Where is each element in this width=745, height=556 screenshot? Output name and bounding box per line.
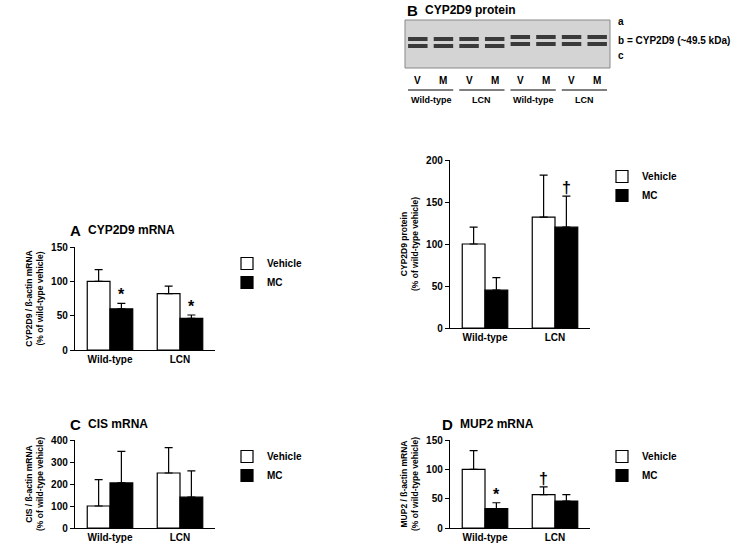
svg-text:LCN: LCN bbox=[472, 95, 491, 105]
svg-text:M: M bbox=[491, 75, 499, 86]
svg-text:CYP2D9 / ß-actin mRNA(% of wil: CYP2D9 / ß-actin mRNA(% of wild-type veh… bbox=[24, 250, 45, 346]
svg-text:b = CYP2D9 (~49.5 kDa): b = CYP2D9 (~49.5 kDa) bbox=[618, 35, 730, 46]
svg-text:*: * bbox=[118, 286, 125, 303]
svg-text:400: 400 bbox=[51, 435, 68, 446]
svg-text:200: 200 bbox=[426, 155, 443, 166]
svg-text:V: V bbox=[414, 75, 421, 86]
svg-text:100: 100 bbox=[51, 501, 68, 512]
svg-text:Wild-type: Wild-type bbox=[88, 354, 133, 365]
svg-text:B: B bbox=[407, 2, 418, 19]
svg-text:C: C bbox=[70, 416, 81, 433]
svg-text:300: 300 bbox=[51, 457, 68, 468]
svg-text:Wild-type: Wild-type bbox=[411, 95, 451, 105]
svg-text:Vehicle: Vehicle bbox=[642, 451, 677, 462]
svg-text:0: 0 bbox=[437, 523, 443, 534]
svg-text:50: 50 bbox=[432, 281, 444, 292]
svg-text:Wild-type: Wild-type bbox=[463, 332, 508, 343]
svg-text:CYP2D9 protein(% of wild-type: CYP2D9 protein(% of wild-type vehicle) bbox=[399, 197, 420, 291]
svg-text:MC: MC bbox=[642, 190, 658, 201]
svg-text:Wild-type: Wild-type bbox=[513, 95, 553, 105]
svg-text:†: † bbox=[562, 179, 571, 196]
svg-text:Wild-type: Wild-type bbox=[463, 532, 508, 543]
svg-text:Vehicle: Vehicle bbox=[267, 451, 302, 462]
svg-text:0: 0 bbox=[62, 523, 68, 534]
svg-text:M: M bbox=[593, 75, 601, 86]
svg-text:†: † bbox=[539, 470, 548, 487]
svg-text:V: V bbox=[466, 75, 473, 86]
svg-text:Vehicle: Vehicle bbox=[642, 171, 677, 182]
svg-text:D: D bbox=[442, 416, 453, 433]
svg-text:M: M bbox=[542, 75, 550, 86]
svg-text:150: 150 bbox=[426, 435, 443, 446]
svg-text:LCN: LCN bbox=[170, 532, 191, 543]
svg-text:MC: MC bbox=[642, 470, 658, 481]
svg-text:100: 100 bbox=[51, 276, 68, 287]
svg-text:LCN: LCN bbox=[170, 354, 191, 365]
svg-text:V: V bbox=[517, 75, 524, 86]
svg-text:MC: MC bbox=[267, 277, 283, 288]
svg-text:0: 0 bbox=[62, 345, 68, 356]
svg-text:M: M bbox=[439, 75, 447, 86]
svg-text:200: 200 bbox=[51, 479, 68, 490]
svg-text:150: 150 bbox=[51, 242, 68, 253]
svg-text:50: 50 bbox=[432, 493, 444, 504]
svg-text:MC: MC bbox=[267, 470, 283, 481]
svg-text:LCN: LCN bbox=[575, 95, 594, 105]
svg-text:CYP2D9 mRNA: CYP2D9 mRNA bbox=[88, 223, 175, 237]
svg-text:LCN: LCN bbox=[545, 532, 566, 543]
svg-text:MUP2 mRNA: MUP2 mRNA bbox=[460, 417, 534, 431]
svg-text:MUP2 / ß-actin mRNA(% of wild-: MUP2 / ß-actin mRNA(% of wild-type vehic… bbox=[399, 437, 420, 531]
svg-text:CIS mRNA: CIS mRNA bbox=[88, 417, 148, 431]
svg-text:V: V bbox=[568, 75, 575, 86]
svg-text:50: 50 bbox=[57, 310, 69, 321]
svg-text:100: 100 bbox=[426, 464, 443, 475]
svg-text:0: 0 bbox=[437, 323, 443, 334]
svg-text:Vehicle: Vehicle bbox=[267, 258, 302, 269]
svg-text:CIS / ß-actin mRNA(% of wild-t: CIS / ß-actin mRNA(% of wild-type vehicl… bbox=[24, 437, 45, 531]
svg-text:c: c bbox=[618, 50, 624, 61]
svg-text:*: * bbox=[493, 486, 500, 503]
svg-text:a: a bbox=[618, 16, 624, 27]
svg-text:100: 100 bbox=[426, 239, 443, 250]
svg-text:150: 150 bbox=[426, 197, 443, 208]
svg-text:Wild-type: Wild-type bbox=[88, 532, 133, 543]
svg-text:A: A bbox=[70, 222, 81, 239]
svg-text:*: * bbox=[188, 298, 195, 315]
svg-text:CYP2D9 protein: CYP2D9 protein bbox=[425, 3, 516, 17]
svg-text:LCN: LCN bbox=[545, 332, 566, 343]
